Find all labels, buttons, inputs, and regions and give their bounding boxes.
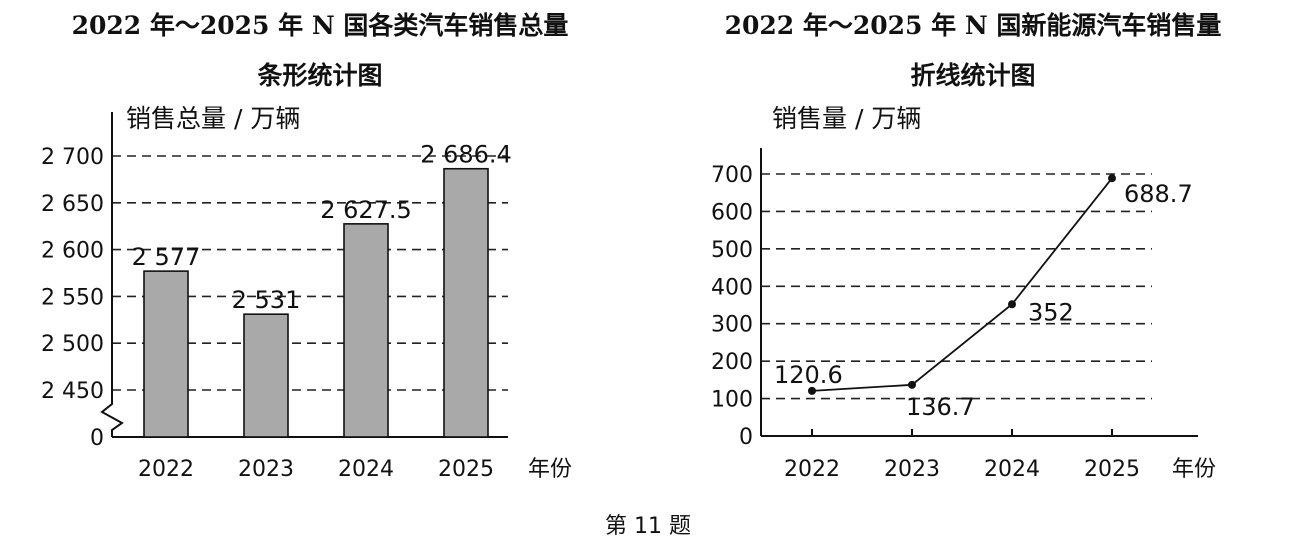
line-y-tick-label: 0 <box>739 425 753 450</box>
bar-mark <box>443 167 489 438</box>
bar-x-tick-label: 2023 <box>238 457 294 482</box>
bar-y-tick-label: 2 650 <box>41 192 104 217</box>
line-x-tick-label: 2022 <box>784 457 840 482</box>
bar-y-tick-label: 2 500 <box>41 332 104 357</box>
line-value-label: 136.7 <box>906 393 975 421</box>
question-caption: 第 11 题 <box>605 514 691 539</box>
bar-value-label: 2 531 <box>232 286 301 314</box>
line-y-tick-label: 600 <box>711 200 753 225</box>
bar-value-label: 2 686.4 <box>420 141 512 169</box>
line-y-axis-label: 销售量 / 万辆 <box>772 104 921 133</box>
line-point <box>908 380 916 389</box>
line-y-tick-label: 300 <box>711 313 753 338</box>
bar-y-axis-label: 销售总量 / 万辆 <box>126 104 300 133</box>
line-x-axis-label: 年份 <box>1172 457 1216 482</box>
bar-x-axis-label: 年份 <box>528 457 572 482</box>
line-point <box>1108 174 1116 183</box>
line-y-tick-label: 100 <box>711 388 753 413</box>
bar-chart-subtitle: 条形统计图 <box>257 61 383 90</box>
bar-y-tick-label: 2 450 <box>41 379 104 404</box>
line-x-tick-label: 2024 <box>984 457 1040 482</box>
line-chart-title: 2022 年～2025 年 N 国新能源汽车销售量 <box>724 11 1222 40</box>
bar-x-tick-label: 2025 <box>438 457 494 482</box>
line-value-label: 120.6 <box>774 361 843 389</box>
bar-value-label: 2 627.5 <box>320 196 412 224</box>
line-value-label: 688.7 <box>1124 180 1193 208</box>
bar-y-tick-label: 2 700 <box>41 145 104 170</box>
line-chart: 0 100 200 300 400 500 600 700 2022 2023 2024 2025 12… <box>711 104 1216 482</box>
bar-y-tick-label: 2 600 <box>41 239 104 264</box>
bar-x-tick-label: 2022 <box>138 457 194 482</box>
bar-y-axis <box>100 112 124 437</box>
bar-y-tick-label: 2 550 <box>41 285 104 310</box>
line-value-label: 352 <box>1028 298 1074 326</box>
line-point <box>808 386 816 395</box>
line-x-tick-label: 2023 <box>884 457 940 482</box>
bar-value-label: 2 577 <box>132 243 201 271</box>
line-chart-subtitle: 折线统计图 <box>910 61 1036 90</box>
line-series <box>811 177 1113 392</box>
bar-x-tick-label: 2024 <box>338 457 394 482</box>
line-y-tick-label: 700 <box>711 163 753 188</box>
bar-y-origin-label: 0 <box>90 426 104 451</box>
line-y-tick-label: 500 <box>711 238 753 263</box>
bar-chart-title: 2022 年～2025 年 N 国各类汽车销售总量 <box>71 11 569 40</box>
line-y-tick-label: 200 <box>711 350 753 375</box>
line-point <box>1008 300 1016 309</box>
bar-mark <box>243 313 289 438</box>
bar-mark <box>343 223 389 438</box>
line-y-tick-label: 400 <box>711 275 753 300</box>
line-x-tick-label: 2025 <box>1084 457 1140 482</box>
bar-mark <box>143 270 189 438</box>
bar-chart: 2 450 2 500 2 550 2 600 2 650 2 700 0 2 577 2022… <box>41 104 572 482</box>
